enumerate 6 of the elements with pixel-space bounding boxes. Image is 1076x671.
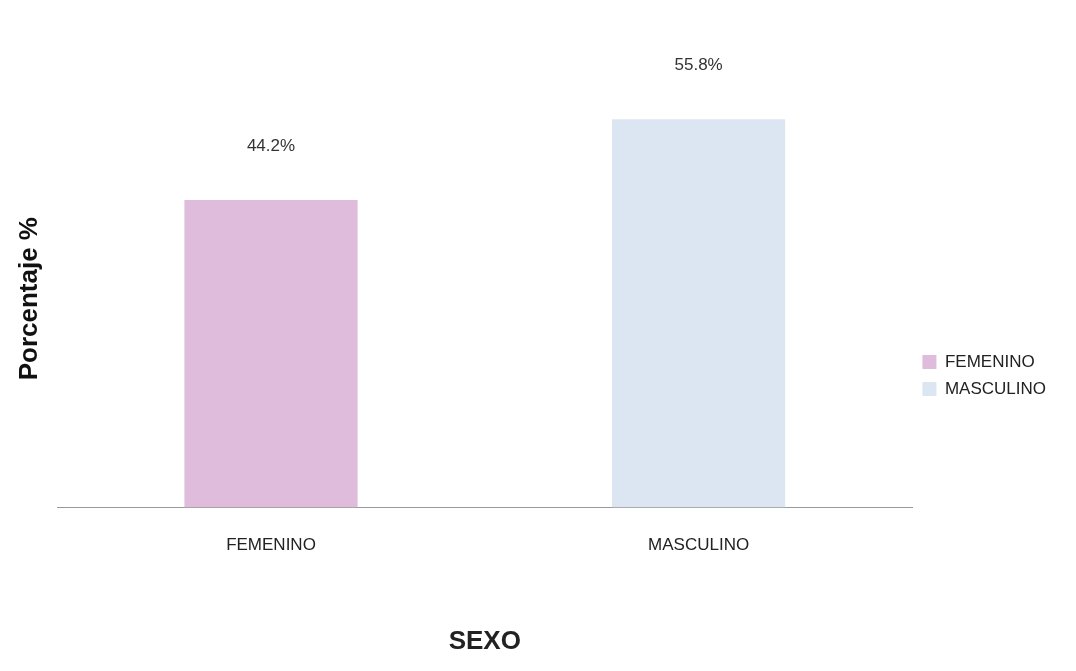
data-label: 44.2% (246, 136, 296, 156)
x-axis-title: SEXO (448, 624, 521, 655)
y-axis-title: Porcentaje % (12, 217, 43, 381)
data-label: 55.8% (674, 55, 723, 75)
legend-label: FEMENINO (944, 351, 1035, 371)
legend-label: MASCULINO (944, 378, 1047, 398)
